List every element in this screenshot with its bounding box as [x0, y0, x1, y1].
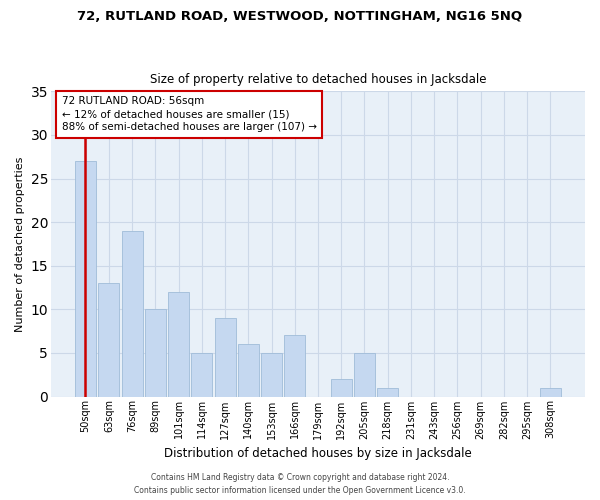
X-axis label: Distribution of detached houses by size in Jacksdale: Distribution of detached houses by size …	[164, 447, 472, 460]
Bar	[238, 344, 259, 397]
Bar	[377, 388, 398, 396]
Bar	[98, 283, 119, 397]
Bar	[215, 318, 236, 396]
Bar	[284, 336, 305, 396]
Bar	[122, 231, 143, 396]
Bar	[145, 310, 166, 396]
Y-axis label: Number of detached properties: Number of detached properties	[15, 156, 25, 332]
Bar	[261, 353, 282, 397]
Text: 72, RUTLAND ROAD, WESTWOOD, NOTTINGHAM, NG16 5NQ: 72, RUTLAND ROAD, WESTWOOD, NOTTINGHAM, …	[77, 10, 523, 23]
Bar	[168, 292, 189, 397]
Bar	[75, 161, 96, 396]
Bar	[331, 379, 352, 396]
Text: Contains HM Land Registry data © Crown copyright and database right 2024.
Contai: Contains HM Land Registry data © Crown c…	[134, 474, 466, 495]
Bar	[354, 353, 375, 397]
Bar	[540, 388, 561, 396]
Bar	[191, 353, 212, 397]
Text: 72 RUTLAND ROAD: 56sqm
← 12% of detached houses are smaller (15)
88% of semi-det: 72 RUTLAND ROAD: 56sqm ← 12% of detached…	[62, 96, 317, 132]
Title: Size of property relative to detached houses in Jacksdale: Size of property relative to detached ho…	[150, 73, 486, 86]
